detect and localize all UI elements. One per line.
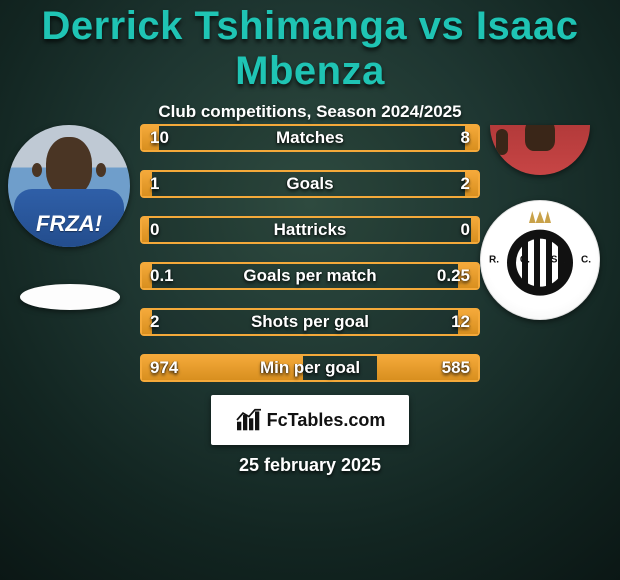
- stat-label: Shots per goal: [142, 312, 478, 332]
- club-letter: C.: [520, 255, 530, 266]
- club-letter: R.: [489, 255, 499, 266]
- stat-label: Min per goal: [142, 358, 478, 378]
- stat-label: Matches: [142, 128, 478, 148]
- brand-suffix: .com: [343, 410, 385, 430]
- stat-row: 12Goals: [140, 170, 480, 198]
- crown-icon: [529, 211, 551, 223]
- stat-row: 974585Min per goal: [140, 354, 480, 382]
- club-letters: R. C. S. C.: [481, 255, 599, 266]
- stat-row: 00Hattricks: [140, 216, 480, 244]
- title-player1: Derrick Tshimanga: [41, 4, 407, 48]
- page-title: Derrick Tshimanga vs Isaac Mbenza: [0, 0, 620, 94]
- stat-row: 108Matches: [140, 124, 480, 152]
- player1-shirt-text: FRZA!: [36, 211, 102, 237]
- stat-label: Goals per match: [142, 266, 478, 286]
- brand-badge: FcTables.com: [211, 395, 409, 445]
- stat-label: Hattricks: [142, 220, 478, 240]
- player1-head: [46, 137, 92, 195]
- subtitle: Club competitions, Season 2024/2025: [0, 102, 620, 122]
- player2-club-badge: R. C. S. C.: [480, 200, 600, 320]
- player1-club-placeholder: [20, 284, 120, 310]
- stat-row: 212Shots per goal: [140, 308, 480, 336]
- stat-row: 0.10.25Goals per match: [140, 262, 480, 290]
- club-letter: C.: [581, 255, 591, 266]
- player2-head: [525, 125, 555, 151]
- stats-bars: 108Matches 12Goals 00Hattricks 0.10.25Goals…: [140, 124, 480, 400]
- brand-text: FcTables.com: [267, 410, 386, 431]
- brand-bold: Tables: [288, 410, 344, 430]
- date-label: 25 february 2025: [0, 455, 620, 476]
- stat-label: Goals: [142, 174, 478, 194]
- player1-avatar: FRZA!: [8, 125, 130, 247]
- title-vs: vs: [419, 4, 465, 48]
- player2-avatar: [490, 125, 590, 175]
- bar-chart-icon: [235, 408, 263, 432]
- club-letter: S.: [551, 255, 560, 266]
- brand-prefix: Fc: [267, 410, 288, 430]
